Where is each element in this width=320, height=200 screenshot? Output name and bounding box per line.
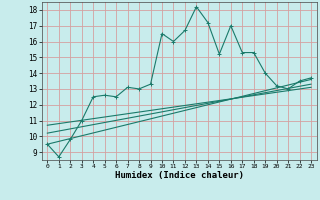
X-axis label: Humidex (Indice chaleur): Humidex (Indice chaleur) [115,171,244,180]
